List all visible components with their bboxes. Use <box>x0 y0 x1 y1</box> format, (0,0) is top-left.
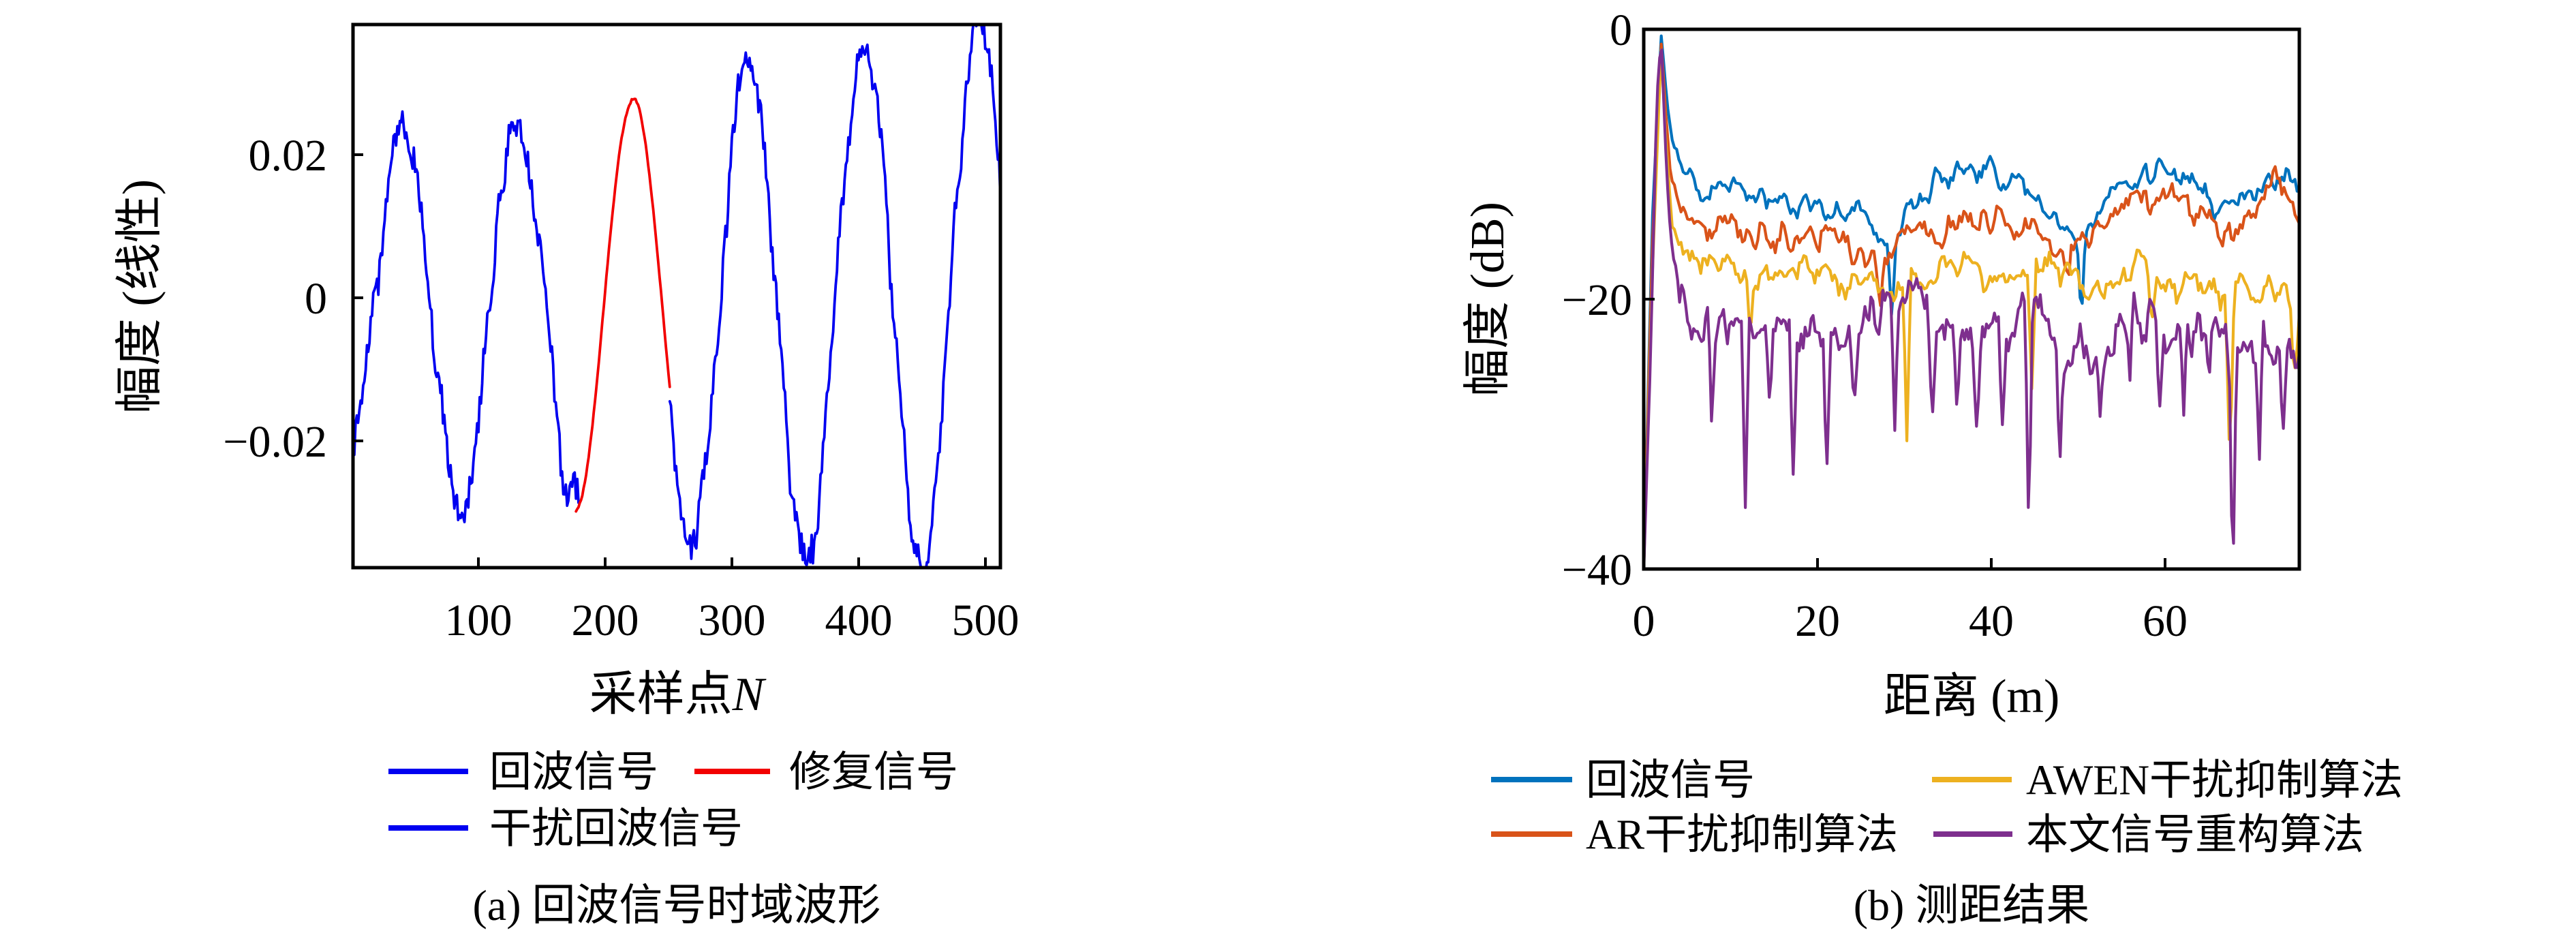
series-line <box>1644 48 2299 569</box>
caption-b: (b) 测距结果 <box>1854 881 2090 930</box>
y-axis-label: 幅度 (dB) <box>1462 202 1514 397</box>
y-tick-label: 0 <box>305 274 327 324</box>
series-line <box>574 97 671 513</box>
legend-label-awen: AWEN干扰抑制算法 <box>2026 758 2403 804</box>
series-line <box>1644 34 2299 569</box>
x-tick-label: 300 <box>699 596 766 645</box>
y-tick-label: −0.02 <box>223 417 327 467</box>
x-tick-label: 500 <box>952 596 1019 645</box>
x-tick-label: 0 <box>1633 596 1655 646</box>
x-tick-label: 20 <box>1795 596 1840 646</box>
y-tick-label: −40 <box>1562 545 1632 595</box>
legend-label-echo: 回波信号 <box>489 750 658 796</box>
plot-box <box>1642 27 2301 571</box>
x-axis-label: 距离 (m) <box>1884 671 2060 723</box>
x-tick-label: 100 <box>445 596 512 645</box>
plot-series-group-a <box>353 25 1000 568</box>
y-tick-label: 0 <box>1610 5 1632 55</box>
x-axis-label: 采样点N <box>589 669 767 721</box>
legend-label-ar: AR干扰抑制算法 <box>1586 812 1898 859</box>
legend-label-repaired: 修复信号 <box>789 750 958 796</box>
plot-box <box>351 22 1002 570</box>
legend-label-interfered: 干扰回波信号 <box>489 806 743 852</box>
plot-series-group-b <box>1644 34 2299 569</box>
series-line <box>668 25 1000 568</box>
x-tick-label: 400 <box>825 596 893 645</box>
caption-a: (a) 回波信号时域波形 <box>472 881 880 930</box>
y-axis-label: 幅度 (线性) <box>114 179 166 414</box>
y-tick-label: 0.02 <box>249 131 328 181</box>
chart-ranging-results: 0 −20 −40 0 20 40 60 幅度 (dB) 距离 (m) 回波信号… <box>1462 5 2403 930</box>
x-tick-label: 40 <box>1969 596 2014 646</box>
y-tick-label: −20 <box>1562 275 1632 325</box>
chart-echo-waveform: 0.02 0 −0.02 100 200 300 400 500 幅度 (线性)… <box>114 22 1019 930</box>
series-line <box>1644 42 2299 569</box>
x-tick-label: 60 <box>2143 596 2188 646</box>
series-line <box>1644 48 2299 569</box>
x-tick-label: 200 <box>572 596 639 645</box>
series-line <box>353 110 580 523</box>
legend-label-echo: 回波信号 <box>1586 758 1755 804</box>
legend-label-proposed: 本文信号重构算法 <box>2026 812 2364 859</box>
